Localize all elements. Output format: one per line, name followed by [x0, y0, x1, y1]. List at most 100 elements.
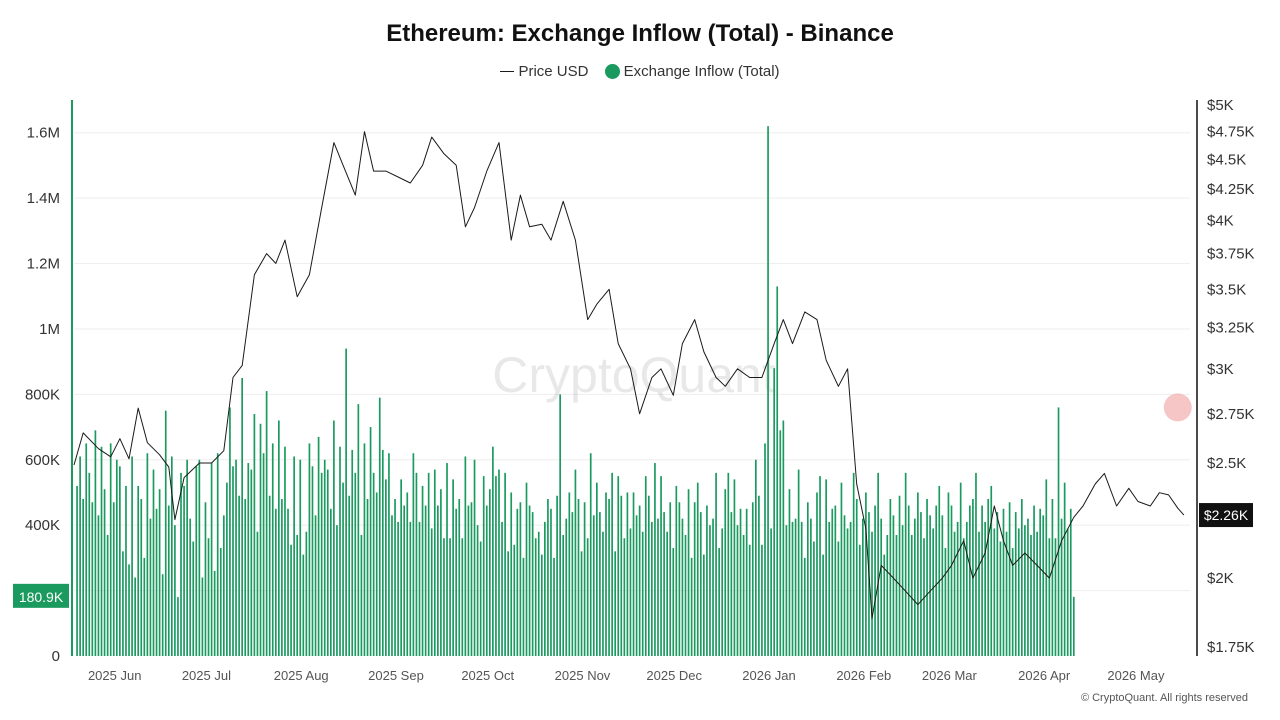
inflow-bar: [950, 505, 953, 656]
x-tick-label: 2025 Dec: [646, 668, 702, 683]
inflow-bar: [293, 456, 295, 656]
inflow-bar: [938, 485, 941, 656]
right-tick-label: $4.25K: [1207, 181, 1255, 198]
inflow-bar: [608, 499, 610, 656]
inflow-bar: [131, 456, 133, 656]
inflow-bar: [299, 459, 302, 656]
inflow-bar: [748, 544, 751, 656]
inflow-bar: [1014, 512, 1017, 656]
inflow-bar: [629, 528, 632, 656]
left-tick-label: 1.4M: [27, 190, 60, 207]
inflow-bar: [647, 495, 650, 656]
inflow-bar: [262, 453, 265, 656]
inflow-bar: [232, 466, 234, 656]
inflow-bar: [1005, 531, 1008, 656]
inflow-bar: [278, 420, 280, 656]
inflow-bar: [323, 459, 326, 656]
inflow-bar: [314, 515, 317, 656]
inflow-bar: [210, 463, 213, 656]
inflow-bar: [363, 443, 366, 656]
legend-item-inflow[interactable]: Exchange Inflow (Total): [604, 63, 780, 80]
inflow-bar: [959, 482, 962, 656]
inflow-bar: [923, 538, 925, 656]
inflow-bar: [103, 489, 106, 656]
inflow-bar: [268, 495, 271, 656]
inflow-bar: [544, 521, 546, 656]
inflow-bar: [898, 495, 901, 656]
inflow-bar: [488, 489, 491, 656]
x-tick-label: 2026 Apr: [1018, 668, 1071, 683]
inflow-bar: [984, 521, 986, 656]
inflow-bar: [229, 407, 231, 656]
inflow-bar: [449, 538, 451, 656]
inflow-bar: [492, 446, 494, 656]
x-tick-label: 2026 Feb: [836, 668, 891, 683]
inflow-bar: [537, 531, 540, 656]
inflow-bar: [1030, 534, 1032, 656]
inflow-bar: [397, 521, 399, 656]
inflow-bar: [825, 479, 827, 656]
inflow-bar: [528, 505, 531, 656]
inflow-bar: [944, 548, 947, 656]
inflow-bar: [901, 525, 904, 656]
x-tick-label: 2025 Aug: [274, 668, 329, 683]
inflow-bar: [485, 505, 488, 656]
inflow-bar: [599, 512, 601, 656]
inflow-bar: [207, 538, 210, 656]
inflow-bar: [115, 459, 118, 656]
left-tick-label: 0: [52, 648, 60, 665]
inflow-bar: [626, 492, 629, 656]
inflow-bar: [739, 508, 742, 656]
inflow-bar: [913, 518, 916, 656]
inflow-bar: [1051, 499, 1054, 656]
inflow-bar: [910, 534, 913, 656]
x-tick-label: 2026 Jan: [742, 668, 796, 683]
inflow-bar: [412, 453, 415, 656]
inflow-bar: [504, 472, 506, 656]
inflow-bar: [333, 420, 335, 656]
inflow-bar: [525, 482, 528, 656]
inflow-bar: [345, 348, 347, 656]
inflow-bar: [956, 521, 959, 656]
inflow-bar: [112, 502, 115, 656]
inflow-bar: [82, 499, 85, 656]
inflow-bar: [1020, 499, 1023, 656]
inflow-bar: [935, 505, 938, 656]
inflow-bar: [1039, 508, 1042, 656]
inflow-bar: [510, 492, 513, 656]
inflow-bar: [244, 499, 247, 656]
inflow-bar: [892, 515, 895, 656]
x-tick-label: 2026 Mar: [922, 668, 978, 683]
inflow-bar: [852, 472, 855, 656]
inflow-bar: [253, 413, 256, 656]
legend-item-price[interactable]: Price USD: [500, 63, 588, 80]
inflow-bar: [706, 505, 708, 656]
inflow-bar: [819, 476, 821, 656]
inflow-bar: [342, 482, 344, 656]
inflow-bar: [724, 489, 727, 656]
inflow-bar: [470, 502, 473, 656]
inflow-bar: [507, 551, 510, 656]
inflow-bar: [351, 449, 354, 656]
inflow-bar: [556, 495, 558, 656]
inflow-bar: [76, 485, 78, 656]
inflow-bar: [568, 492, 571, 656]
inflow-bar: [592, 515, 595, 656]
inflow-bar: [394, 499, 396, 656]
right-tick-label: $2.5K: [1207, 455, 1246, 472]
inflow-bar: [611, 472, 613, 656]
inflow-bar: [418, 521, 421, 656]
inflow-bar: [452, 479, 454, 656]
inflow-bar: [565, 518, 568, 656]
inflow-bar: [672, 548, 675, 656]
inflow-bar: [883, 554, 886, 656]
inflow-bar: [125, 485, 127, 656]
inflow-bar: [617, 476, 620, 656]
inflow-bar: [326, 469, 329, 656]
inflow-bar: [580, 551, 583, 656]
inflow-bar: [678, 502, 681, 656]
inflow-bar: [1042, 515, 1045, 656]
inflow-bar: [458, 499, 461, 656]
inflow-bar: [996, 512, 999, 656]
